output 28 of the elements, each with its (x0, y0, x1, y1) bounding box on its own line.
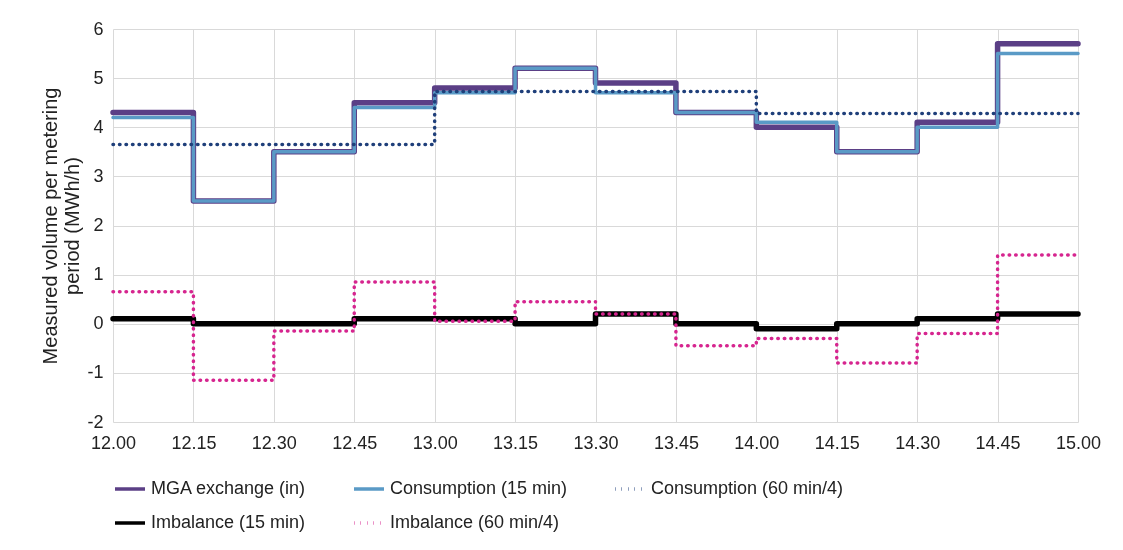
y-tick-label: 1 (93, 264, 104, 285)
legend-label: Consumption (15 min) (390, 478, 568, 498)
legend-label: Imbalance (60 min/4) (390, 512, 560, 532)
y-tick-label: 6 (93, 18, 104, 39)
x-tick-label: 12.30 (251, 432, 297, 453)
legend-label: Consumption (60 min/4) (651, 478, 844, 498)
y-tick-label: 4 (93, 116, 104, 137)
y-tick-label: 2 (93, 215, 104, 235)
x-tick-label: 12.00 (90, 432, 137, 453)
y-tick-label: -1 (87, 362, 104, 383)
y-tick-label: -2 (87, 411, 104, 432)
y-axis-title: Measured volume per metering period (MWh/h) (39, 87, 84, 365)
x-tick-label: 15.00 (1055, 432, 1102, 453)
x-tick-label: 14.00 (734, 432, 780, 453)
x-tick-label: 12.45 (332, 432, 378, 453)
y-tick-label: 3 (93, 165, 104, 186)
x-tick-label: 13.15 (493, 432, 539, 453)
x-tick-label: 13.30 (573, 432, 619, 453)
x-tick-label: 12.15 (171, 432, 217, 453)
legend-label: Imbalance (15 min) (151, 512, 306, 532)
x-tick-label: 14.30 (895, 432, 941, 453)
x-tick-label: 14.45 (975, 432, 1021, 453)
legend-label: MGA exchange (in) (151, 478, 306, 498)
y-tick-label: 5 (93, 67, 104, 88)
x-tick-label: 13.45 (653, 432, 699, 453)
y-tick-label: 0 (93, 313, 104, 334)
x-tick-label: 13.00 (412, 432, 458, 453)
x-tick-label: 14.15 (814, 432, 860, 453)
